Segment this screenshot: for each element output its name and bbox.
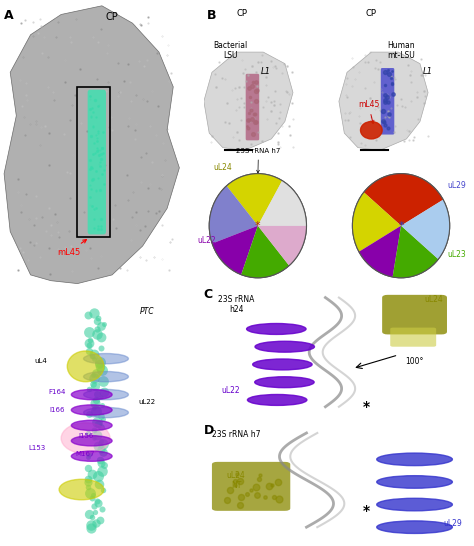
Text: uL24: uL24 xyxy=(424,295,443,304)
Circle shape xyxy=(352,174,450,278)
Text: I166: I166 xyxy=(49,407,65,413)
Ellipse shape xyxy=(83,371,128,382)
Text: mL45: mL45 xyxy=(57,240,86,257)
Ellipse shape xyxy=(71,451,112,461)
Text: 100°: 100° xyxy=(405,357,424,366)
Text: uL29: uL29 xyxy=(443,519,462,528)
FancyBboxPatch shape xyxy=(246,74,259,140)
Text: *: * xyxy=(398,221,404,231)
Ellipse shape xyxy=(83,389,128,400)
Text: *: * xyxy=(362,504,370,518)
Wedge shape xyxy=(392,225,438,278)
Ellipse shape xyxy=(247,394,307,405)
Ellipse shape xyxy=(255,377,314,388)
Wedge shape xyxy=(209,186,258,244)
FancyBboxPatch shape xyxy=(88,90,106,234)
Text: uL22: uL22 xyxy=(138,399,155,405)
Ellipse shape xyxy=(59,479,104,500)
Text: uL23: uL23 xyxy=(447,250,466,259)
Ellipse shape xyxy=(61,423,110,454)
Text: CP: CP xyxy=(236,9,247,17)
Wedge shape xyxy=(258,225,307,265)
Text: C: C xyxy=(204,288,213,301)
Ellipse shape xyxy=(377,476,452,488)
Ellipse shape xyxy=(377,453,452,466)
Text: 23S rRNA
h24: 23S rRNA h24 xyxy=(218,295,255,314)
FancyBboxPatch shape xyxy=(390,328,436,347)
Text: *: * xyxy=(362,400,370,414)
Wedge shape xyxy=(212,225,258,275)
Text: uL29: uL29 xyxy=(447,181,466,189)
Text: F164: F164 xyxy=(48,389,66,395)
Ellipse shape xyxy=(255,341,314,352)
Text: uL22: uL22 xyxy=(221,386,240,395)
Wedge shape xyxy=(401,200,450,259)
Circle shape xyxy=(209,174,307,278)
Text: Bacterial
LSU: Bacterial LSU xyxy=(214,40,248,60)
Text: PTC: PTC xyxy=(139,307,154,316)
Text: B: B xyxy=(207,9,216,22)
FancyBboxPatch shape xyxy=(212,462,290,511)
Wedge shape xyxy=(353,192,401,252)
Text: L1: L1 xyxy=(261,67,271,75)
Ellipse shape xyxy=(71,436,112,446)
Polygon shape xyxy=(4,6,179,283)
Text: 23S rRNA h7: 23S rRNA h7 xyxy=(236,149,281,173)
Text: *: * xyxy=(255,221,261,231)
Wedge shape xyxy=(258,181,307,225)
Text: I156: I156 xyxy=(78,432,93,438)
Ellipse shape xyxy=(71,405,112,415)
Ellipse shape xyxy=(71,389,112,400)
Text: mL45: mL45 xyxy=(358,100,379,123)
Text: L1: L1 xyxy=(423,67,433,75)
Bar xyxy=(77,87,110,238)
Wedge shape xyxy=(364,174,443,225)
FancyBboxPatch shape xyxy=(381,68,394,134)
Wedge shape xyxy=(241,225,289,278)
Text: uL24
NT: uL24 NT xyxy=(227,471,246,490)
Ellipse shape xyxy=(377,498,452,511)
Text: CP: CP xyxy=(366,9,377,17)
Ellipse shape xyxy=(253,359,312,370)
FancyBboxPatch shape xyxy=(382,295,447,334)
Text: A: A xyxy=(4,9,14,22)
Text: 23S rRNA h7: 23S rRNA h7 xyxy=(212,430,261,440)
Ellipse shape xyxy=(377,521,452,533)
Text: D: D xyxy=(204,424,214,437)
Wedge shape xyxy=(359,225,401,277)
Polygon shape xyxy=(204,52,293,151)
Ellipse shape xyxy=(83,354,128,364)
Ellipse shape xyxy=(67,351,104,382)
Text: Human
mt-LSU: Human mt-LSU xyxy=(387,40,415,60)
Text: CP: CP xyxy=(106,11,118,22)
Text: L153: L153 xyxy=(28,446,46,452)
Text: uL22: uL22 xyxy=(197,236,216,245)
Ellipse shape xyxy=(71,420,112,430)
Ellipse shape xyxy=(246,323,306,334)
Text: M167: M167 xyxy=(76,450,95,456)
Ellipse shape xyxy=(83,407,128,418)
Wedge shape xyxy=(227,174,282,225)
Ellipse shape xyxy=(361,122,382,139)
Text: uL24: uL24 xyxy=(213,163,232,173)
Text: uL4: uL4 xyxy=(35,358,47,364)
Polygon shape xyxy=(339,52,428,151)
